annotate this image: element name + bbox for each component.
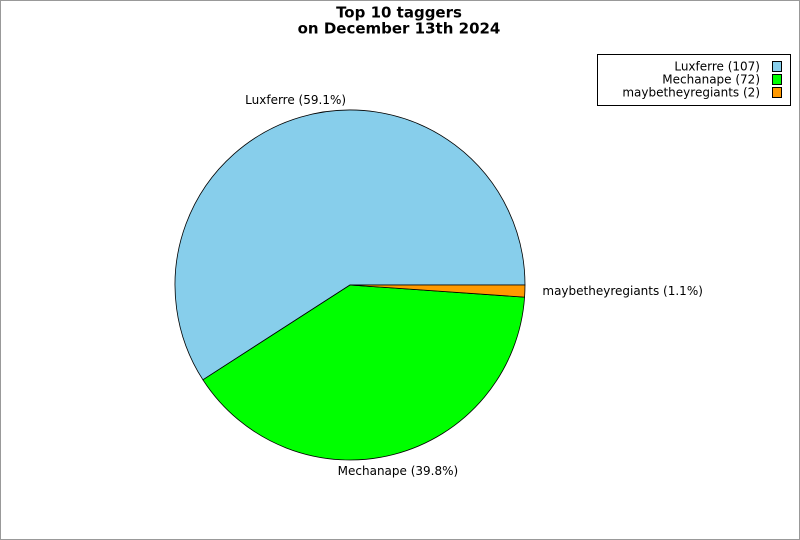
pie-slice	[349, 284, 526, 298]
legend-label: Mechanape (72)	[662, 73, 760, 87]
legend-swatch	[772, 61, 782, 72]
slice-label: Mechanape (39.8%)	[338, 464, 459, 478]
legend-label: maybetheyregiants (2)	[622, 86, 760, 100]
legend-swatch	[772, 87, 782, 98]
pie-slice	[202, 284, 526, 461]
chart-subtitle: on December 13th 2024	[298, 20, 501, 38]
legend-swatch	[772, 74, 782, 85]
legend-label: Luxferre (107)	[674, 60, 760, 74]
pie-slice	[174, 109, 526, 381]
legend-box	[597, 54, 791, 106]
slice-label: Luxferre (59.1%)	[245, 93, 346, 107]
slice-label: maybetheyregiants (1.1%)	[542, 284, 703, 298]
chart-title: Top 10 taggers	[336, 4, 462, 22]
